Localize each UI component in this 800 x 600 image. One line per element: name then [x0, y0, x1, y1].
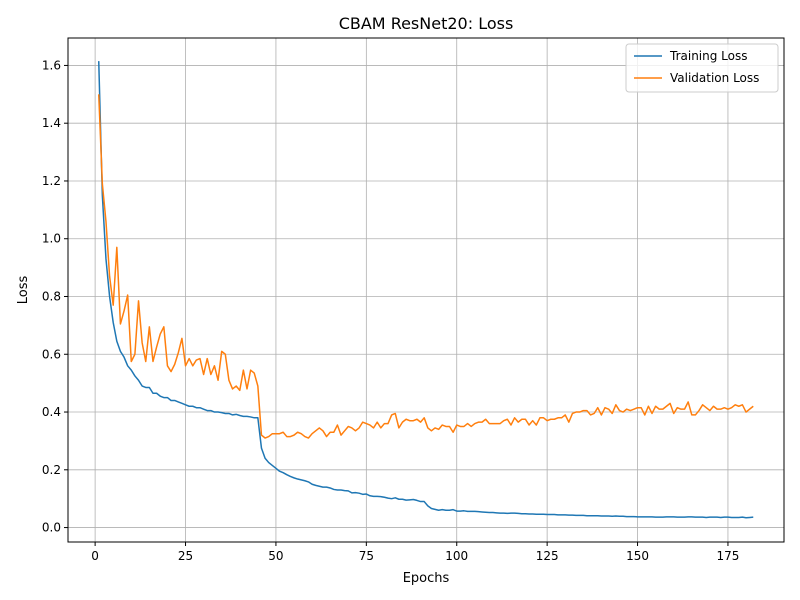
y-tick-label: 1.6 — [42, 58, 61, 72]
x-tick-label: 25 — [178, 549, 193, 563]
y-axis-label: Loss — [16, 276, 31, 305]
legend-label-training-loss: Training Loss — [669, 49, 747, 63]
y-tick-label: 0.6 — [42, 347, 61, 361]
y-tick-label: 1.2 — [42, 174, 61, 188]
x-tick-label: 175 — [716, 549, 739, 563]
grid-lines — [68, 38, 784, 542]
x-tick-label: 150 — [626, 549, 649, 563]
y-tick-label: 0.2 — [42, 463, 61, 477]
chart-title: CBAM ResNet20: Loss — [339, 14, 514, 33]
series-lines — [97, 61, 754, 519]
y-tick-label: 1.4 — [42, 116, 61, 130]
x-tick-label: 0 — [91, 549, 99, 563]
y-tick-label: 0.4 — [42, 405, 61, 419]
x-tick-label: 100 — [445, 549, 468, 563]
y-tick-label: 0.0 — [42, 521, 61, 535]
legend-label-validation-loss: Validation Loss — [670, 71, 759, 85]
y-tick-label: 1.0 — [42, 232, 61, 246]
x-axis-ticks: 0 25 50 75 100 125 150 175 — [91, 542, 739, 563]
x-tick-label: 50 — [268, 549, 283, 563]
series-line-training-loss — [97, 61, 754, 519]
x-tick-label: 125 — [536, 549, 559, 563]
x-axis-label: Epochs — [403, 571, 450, 586]
y-axis-ticks: 0.0 0.2 0.4 0.6 0.8 1.0 1.2 1.4 1.6 — [42, 58, 68, 535]
plot-frame — [67, 37, 785, 543]
y-tick-label: 0.8 — [42, 289, 61, 303]
series-line-validation-loss — [97, 94, 754, 439]
legend-box — [625, 43, 779, 93]
legend: Training Loss Validation Loss — [625, 43, 779, 93]
x-tick-label: 75 — [359, 549, 374, 563]
